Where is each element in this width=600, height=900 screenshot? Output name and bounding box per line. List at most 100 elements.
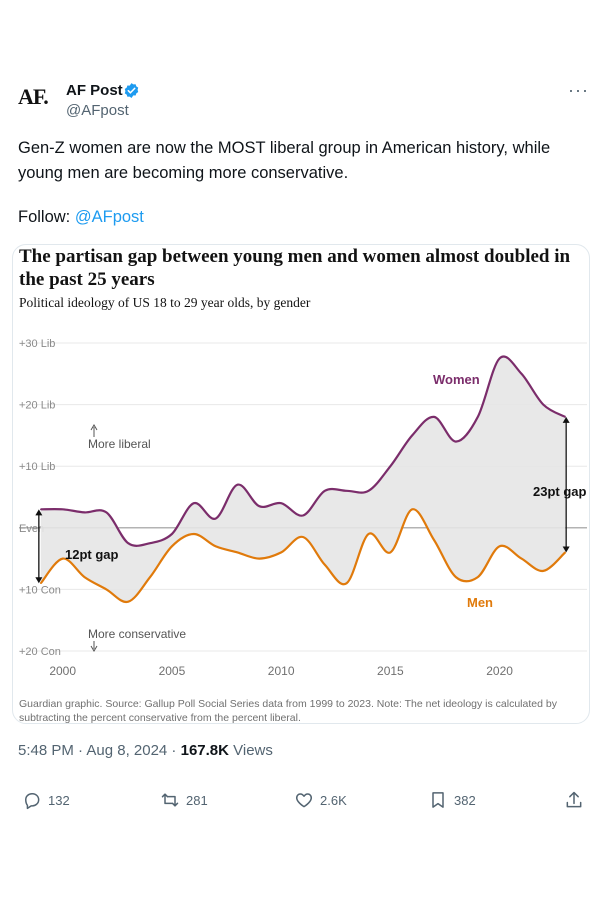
like-button[interactable]: 2.6K (294, 790, 347, 810)
data-point-women (498, 357, 501, 360)
gap-arrow-1999-head-bottom (35, 577, 43, 584)
data-point-men (258, 557, 261, 560)
author-name[interactable]: AF Post (66, 82, 123, 99)
data-point-women (171, 533, 173, 535)
action-bar: 132 281 2.6K 382 (0, 790, 600, 816)
x-tick-label: 2010 (268, 664, 295, 678)
bookmark-button[interactable]: 382 (428, 790, 476, 810)
reply-button[interactable]: 132 (22, 790, 70, 810)
label-12pt-gap: 12pt gap (65, 547, 119, 562)
data-point-men (476, 576, 479, 578)
data-point-women (40, 508, 42, 511)
views-label: Views (228, 742, 273, 759)
data-point-men (83, 576, 86, 578)
data-point-women (564, 416, 566, 418)
share-icon (566, 791, 582, 808)
data-point-men (542, 570, 545, 572)
bookmark-count: 382 (454, 792, 476, 808)
like-count: 2.6K (320, 792, 347, 808)
author-handle[interactable]: @AFpost (66, 102, 129, 119)
gap-arrow-2023-head-bottom (562, 546, 570, 553)
data-point-women (302, 514, 304, 517)
data-point-women (345, 490, 348, 492)
data-point-men (345, 582, 348, 585)
repost-count: 281 (186, 792, 208, 808)
data-point-men (127, 600, 130, 603)
data-point-men (236, 551, 239, 554)
data-point-men (455, 576, 457, 578)
data-point-men (411, 508, 414, 511)
chart-image-card[interactable]: The partisan gap between young men and w… (12, 244, 590, 724)
data-point-men (171, 545, 173, 548)
reply-icon (25, 793, 40, 810)
y-tick-label: +20 Con (19, 646, 61, 658)
conservative-arrow-head (90, 645, 98, 652)
data-point-men (149, 576, 151, 578)
data-point-men (40, 582, 42, 585)
y-tick-label: +10 Con (19, 584, 61, 596)
repost-icon (161, 793, 179, 807)
label-women: Women (433, 372, 480, 387)
data-point-men (367, 533, 370, 535)
data-point-women (214, 517, 217, 520)
y-tick-label: +10 Lib (19, 461, 55, 473)
data-point-women (149, 542, 151, 544)
data-point-men (302, 536, 304, 538)
data-point-women (83, 511, 86, 514)
chart: +30 Lib +20 Lib +10 Lib Even +10 Con +20 Con 2… (19, 338, 587, 678)
gap-arrow-2023-head-top (562, 416, 570, 423)
reply-count: 132 (48, 792, 70, 808)
data-point-women (258, 505, 261, 508)
data-point-women (367, 490, 370, 492)
annotation-more-liberal: More liberal (88, 437, 151, 451)
x-tick-label: 2000 (49, 664, 76, 678)
data-point-women (105, 511, 108, 514)
x-tick-label: 2020 (486, 664, 513, 678)
share-button[interactable] (564, 790, 584, 810)
follow-link[interactable]: @AFpost (74, 208, 144, 226)
data-point-men (498, 545, 501, 548)
label-men: Men (467, 595, 493, 610)
data-point-men (324, 563, 326, 566)
data-point-women (476, 416, 479, 418)
x-tick-label: 2005 (159, 664, 186, 678)
chart-title: The partisan gap between young men and w… (19, 246, 571, 290)
data-point-women (389, 465, 392, 467)
data-point-men (389, 551, 392, 554)
data-point-women (324, 490, 326, 492)
chart-note: Guardian graphic. Source: Gallup Poll So… (19, 698, 557, 724)
data-point-men (192, 533, 195, 535)
y-tick-label: Even (19, 523, 44, 535)
data-point-women (455, 440, 457, 443)
chart-subtitle: Political ideology of US 18 to 29 year o… (19, 295, 311, 310)
follow-label: Follow: (18, 208, 75, 226)
data-point-women (192, 502, 195, 504)
data-point-men (280, 551, 282, 554)
x-tick-label: 2015 (377, 664, 404, 678)
data-point-men (564, 551, 566, 554)
y-tick-label: +30 Lib (19, 338, 55, 350)
data-point-women (280, 502, 282, 504)
repost-button[interactable]: 281 (160, 790, 208, 810)
data-point-women (433, 416, 435, 418)
data-point-women (520, 373, 523, 375)
bookmark-icon (432, 792, 444, 808)
timestamp-text: 5:48 PM · Aug 8, 2024 · (18, 742, 181, 759)
verified-badge-icon (124, 83, 139, 98)
y-tick-label: +20 Lib (19, 400, 55, 412)
data-point-women (61, 508, 64, 511)
tweet-text: Gen-Z women are now the MOST liberal gro… (18, 139, 551, 182)
views-count: 167.8K (180, 742, 229, 759)
avatar[interactable]: AF. (18, 84, 49, 109)
data-point-men (433, 539, 435, 541)
follow-line: Follow: @AFpost (18, 208, 144, 227)
more-options-icon[interactable]: ··· (568, 80, 589, 100)
gap-arrow-1999-head-top (35, 509, 43, 516)
timestamp: 5:48 PM · Aug 8, 2024 · 167.8K Views (18, 742, 273, 759)
data-point-men (61, 557, 64, 560)
data-point-men (105, 588, 108, 591)
data-point-women (411, 434, 414, 437)
data-point-men (520, 557, 523, 560)
liberal-arrow-head (90, 424, 98, 431)
